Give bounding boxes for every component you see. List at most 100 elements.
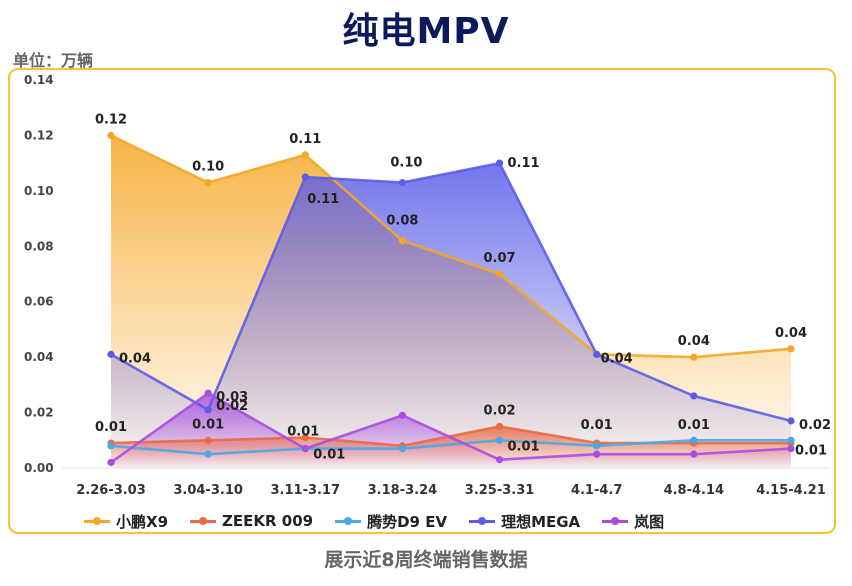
data-point xyxy=(107,442,115,450)
series-area xyxy=(111,163,791,468)
legend-marker-icon xyxy=(84,515,110,527)
data-label: 0.10 xyxy=(192,160,224,175)
data-label: 0.01 xyxy=(581,418,613,433)
data-label: 0.10 xyxy=(390,156,422,171)
data-label: 0.01 xyxy=(508,439,540,454)
data-point xyxy=(301,433,309,442)
data-point xyxy=(495,270,504,278)
data-point xyxy=(204,389,212,397)
unit-label: 单位：万辆 xyxy=(13,51,94,70)
series-line xyxy=(110,134,792,359)
legend-label: 岚图 xyxy=(634,512,665,531)
data-point xyxy=(690,392,698,400)
data-point xyxy=(690,436,698,444)
series-line xyxy=(110,438,791,456)
legend-item-li-mega[interactable]: 理想MEGA xyxy=(469,511,580,532)
data-point xyxy=(204,436,212,444)
data-point xyxy=(398,411,407,419)
y-tick-label: 0.10 xyxy=(24,184,54,198)
footer-caption: 展示近8周终端销售数据 xyxy=(324,549,528,571)
data-point xyxy=(398,237,407,245)
data-point xyxy=(398,178,407,187)
data-label: 0.08 xyxy=(386,214,418,229)
data-point xyxy=(495,436,504,444)
series-area xyxy=(111,426,791,468)
data-point xyxy=(398,445,407,453)
legend-label: ZEEKR 009 xyxy=(222,512,314,530)
data-label: 0.12 xyxy=(95,112,127,127)
data-point xyxy=(204,178,212,187)
data-label: 0.11 xyxy=(508,156,540,171)
data-point xyxy=(107,458,115,467)
data-label: 0.04 xyxy=(119,351,151,366)
y-tick-label: 0.06 xyxy=(24,295,54,309)
data-point xyxy=(204,406,212,414)
data-point xyxy=(787,345,795,353)
data-point xyxy=(690,450,698,458)
x-tick-label: 4.8-4.14 xyxy=(664,483,725,498)
data-label: 0.11 xyxy=(307,192,339,207)
legend-label: 理想MEGA xyxy=(501,512,581,531)
x-tick-label: 3.04-3.10 xyxy=(173,483,243,498)
data-point xyxy=(593,350,601,358)
series-line xyxy=(110,391,792,464)
data-point xyxy=(301,151,309,159)
legend-label: 腾势D9 EV xyxy=(367,512,448,531)
data-point xyxy=(787,445,795,453)
data-label: 0.01 xyxy=(313,448,345,463)
x-tick-label: 3.25-3.31 xyxy=(465,483,535,498)
data-label: 0.01 xyxy=(678,418,710,433)
legend-item-zeekr-009[interactable]: ZEEKR 009 xyxy=(190,512,313,530)
legend-marker-icon xyxy=(335,515,362,527)
data-point xyxy=(107,350,115,358)
data-point xyxy=(593,450,601,458)
data-label: 0.01 xyxy=(287,425,319,440)
data-label: 0.02 xyxy=(216,399,248,414)
data-point xyxy=(495,456,504,464)
data-label: 0.04 xyxy=(601,351,633,366)
data-point xyxy=(690,353,698,361)
data-label: 0.01 xyxy=(192,417,224,432)
y-tick-label: 0.00 xyxy=(24,461,54,475)
x-tick-label: 3.18-3.24 xyxy=(368,483,438,498)
legend: 小鹏X9 ZEEKR 009 腾势D9 EV 理想MEGA 岚图 xyxy=(84,510,686,532)
y-tick-label: 0.12 xyxy=(24,128,54,142)
x-tick-label: 4.1-4.7 xyxy=(571,483,622,498)
data-point xyxy=(495,159,504,167)
data-label: 0.03 xyxy=(216,390,248,405)
data-label: 0.11 xyxy=(289,132,321,147)
x-tick-label: 3.11-3.17 xyxy=(271,483,341,498)
legend-item-voyah[interactable]: 岚图 xyxy=(602,511,664,532)
data-point xyxy=(495,422,504,431)
x-tick-label: 2.26-3.03 xyxy=(76,483,146,498)
data-point xyxy=(787,417,795,425)
y-tick-label: 0.02 xyxy=(24,406,54,420)
y-tick-label: 0.04 xyxy=(24,350,54,364)
y-tick-label: 0.14 xyxy=(24,73,54,87)
legend-marker-icon xyxy=(190,515,217,527)
legend-label: 小鹏X9 xyxy=(116,512,169,531)
data-point xyxy=(301,445,309,453)
legend-marker-icon xyxy=(469,515,496,527)
legend-item-xpeng-x9[interactable]: 小鹏X9 xyxy=(84,511,168,532)
data-label: 0.04 xyxy=(775,326,807,341)
data-label: 0.02 xyxy=(799,418,831,433)
data-point xyxy=(204,450,212,458)
chart-frame xyxy=(8,68,836,534)
data-label: 0.01 xyxy=(795,443,827,458)
x-tick-label: 4.15-4.21 xyxy=(756,483,826,498)
legend-marker-icon xyxy=(602,515,629,527)
data-point xyxy=(787,436,795,444)
data-point xyxy=(593,442,601,450)
chart-title: 纯电MPV xyxy=(342,11,510,52)
legend-item-denza-d9-ev[interactable]: 腾势D9 EV xyxy=(335,511,447,532)
data-point xyxy=(301,173,309,181)
data-point xyxy=(107,131,115,140)
data-label: 0.07 xyxy=(484,251,516,266)
data-label: 0.02 xyxy=(484,403,516,418)
series-line xyxy=(110,161,792,423)
data-label: 0.04 xyxy=(678,334,710,349)
y-tick-label: 0.08 xyxy=(24,239,54,253)
data-label: 0.01 xyxy=(95,420,127,435)
